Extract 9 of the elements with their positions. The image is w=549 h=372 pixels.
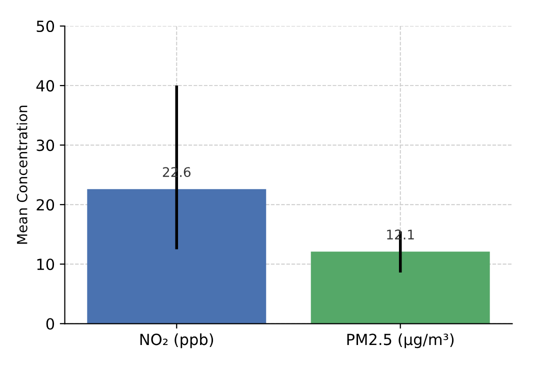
y-tick-label: 20 <box>36 199 54 211</box>
y-tick-label: 30 <box>36 140 54 152</box>
y-tick-label: 50 <box>36 20 54 32</box>
x-tick-label: NO₂ (ppb) <box>140 333 214 348</box>
y-tick-label: 40 <box>36 80 54 92</box>
y-tick-label: 0 <box>46 318 54 330</box>
y-axis-title: Mean Concentration <box>16 106 28 244</box>
x-tick-label: PM2.5 (µg/m³) <box>347 333 454 348</box>
y-tick-label: 10 <box>37 258 54 270</box>
